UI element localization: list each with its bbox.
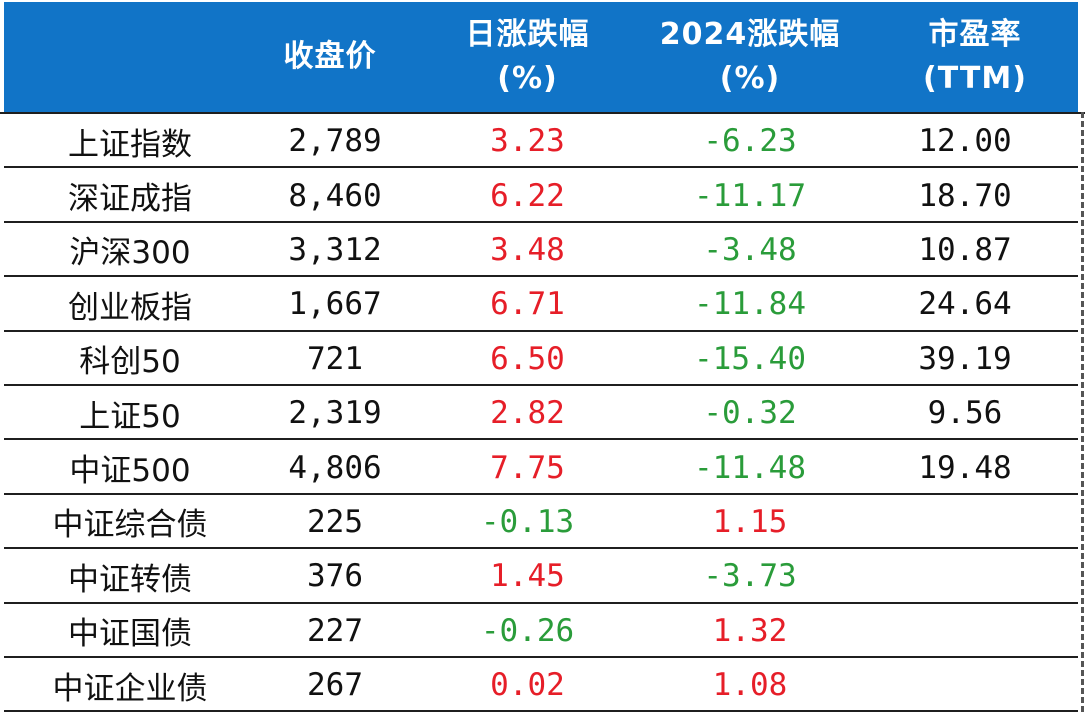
cell-ytd: 1.15 [712, 503, 788, 540]
cell-close: 225 [307, 503, 363, 540]
cell-name: 中证企业债 [52, 670, 208, 707]
cell-pe [870, 604, 1060, 658]
table-row: 深证成指 8,460 6.22 -11.17 18.70 [0, 168, 1085, 222]
cell-name: 上证指数 [68, 126, 192, 163]
cell-pe [870, 495, 1060, 549]
right-border [1081, 112, 1084, 712]
row-divider [4, 220, 1078, 223]
cell-day: 1.45 [490, 558, 565, 595]
cell-day: -0.13 [480, 503, 575, 540]
cell-ytd: -11.84 [694, 286, 806, 323]
header-day-change-line1: 日涨跌幅 [465, 17, 590, 52]
cell-close: 376 [307, 558, 363, 595]
cell-day: 3.23 [490, 123, 565, 160]
cell-ytd: 1.08 [712, 667, 788, 704]
cell-pe: 19.48 [918, 449, 1012, 486]
row-divider [4, 601, 1078, 604]
table-row: 中证企业债 267 0.02 1.08 [0, 658, 1085, 712]
row-divider [4, 329, 1078, 332]
row-divider [4, 275, 1078, 278]
row-divider [4, 492, 1078, 495]
cell-name: 科创50 [79, 344, 181, 381]
cell-name: 中证转债 [68, 561, 192, 598]
header-ytd-change-line1: 2024涨跌幅 [659, 17, 841, 52]
row-divider [4, 710, 1078, 713]
cell-ytd: -3.73 [703, 558, 797, 595]
cell-pe: 18.70 [918, 177, 1012, 214]
cell-ytd: -11.48 [694, 449, 806, 486]
table-row: 科创50 721 6.50 -15.40 39.19 [0, 332, 1085, 386]
cell-close: 267 [307, 667, 363, 704]
cell-close: 227 [307, 612, 363, 649]
cell-name: 中证国债 [68, 616, 192, 653]
row-divider [4, 656, 1078, 658]
cell-pe [870, 549, 1060, 603]
cell-ytd: -0.32 [703, 395, 797, 432]
cell-name: 创业板指 [68, 289, 192, 326]
table-row: 创业板指 1,667 6.71 -11.84 24.64 [0, 277, 1085, 331]
cell-ytd: -6.23 [703, 123, 797, 160]
header-day-change: 日涨跌幅 (%) [435, 2, 620, 112]
cell-ytd: 1.32 [712, 612, 788, 649]
table-header: 收盘价 日涨跌幅 (%) 2024涨跌幅 (%) 市盈率 (TTM) [4, 2, 1078, 112]
row-divider [4, 384, 1078, 386]
table-row: 中证综合债 225 -0.13 1.15 [0, 495, 1085, 549]
row-divider [4, 547, 1078, 550]
cell-close: 2,789 [288, 123, 382, 160]
table-row: 中证国债 227 -0.26 1.32 [0, 604, 1085, 658]
header-pe-line1: 市盈率 [928, 17, 1022, 52]
table-row: 沪深300 3,312 3.48 -3.48 10.87 [0, 223, 1085, 277]
cell-close: 721 [307, 340, 363, 377]
cell-name: 中证500 [69, 453, 191, 490]
cell-close: 1,667 [288, 286, 382, 323]
table-row: 上证50 2,319 2.82 -0.32 9.56 [0, 386, 1085, 440]
table-row: 上证指数 2,789 3.23 -6.23 12.00 [0, 114, 1085, 168]
cell-ytd: -15.40 [694, 340, 806, 377]
cell-day: 6.71 [490, 286, 565, 323]
cell-name: 上证50 [79, 398, 181, 435]
cell-close: 4,806 [288, 449, 382, 486]
row-divider [4, 438, 1078, 441]
cell-name: 中证综合债 [52, 507, 208, 544]
header-divider [0, 112, 1085, 114]
cell-pe: 9.56 [927, 395, 1003, 432]
cell-pe: 12.00 [918, 123, 1012, 160]
cell-pe: 24.64 [918, 286, 1012, 323]
cell-day: -0.26 [480, 612, 575, 649]
cell-close: 8,460 [288, 177, 382, 214]
cell-pe [870, 658, 1060, 712]
cell-ytd: -3.48 [703, 231, 797, 268]
header-close-label: 收盘价 [283, 39, 377, 74]
cell-name: 沪深300 [69, 235, 191, 272]
cell-day: 2.82 [490, 395, 565, 432]
cell-day: 3.48 [490, 231, 565, 268]
header-pe: 市盈率 (TTM) [880, 2, 1070, 112]
cell-day: 7.75 [490, 449, 565, 486]
cell-pe: 10.87 [918, 231, 1012, 268]
row-divider [4, 166, 1078, 169]
cell-close: 2,319 [288, 395, 382, 432]
cell-day: 0.02 [490, 667, 565, 704]
header-pe-line2: (TTM) [923, 61, 1027, 96]
table-row: 中证500 4,806 7.75 -11.48 19.48 [0, 440, 1085, 494]
table-row: 中证转债 376 1.45 -3.73 [0, 549, 1085, 603]
header-close: 收盘价 [230, 2, 430, 112]
header-day-change-line2: (%) [497, 61, 558, 96]
cell-close: 3,312 [288, 231, 382, 268]
header-ytd-change: 2024涨跌幅 (%) [640, 2, 860, 112]
cell-day: 6.50 [490, 340, 565, 377]
cell-name: 深证成指 [68, 181, 192, 218]
cell-pe: 39.19 [918, 340, 1012, 377]
header-ytd-change-line2: (%) [719, 61, 781, 96]
cell-ytd: -11.17 [694, 177, 806, 214]
cell-day: 6.22 [490, 177, 565, 214]
